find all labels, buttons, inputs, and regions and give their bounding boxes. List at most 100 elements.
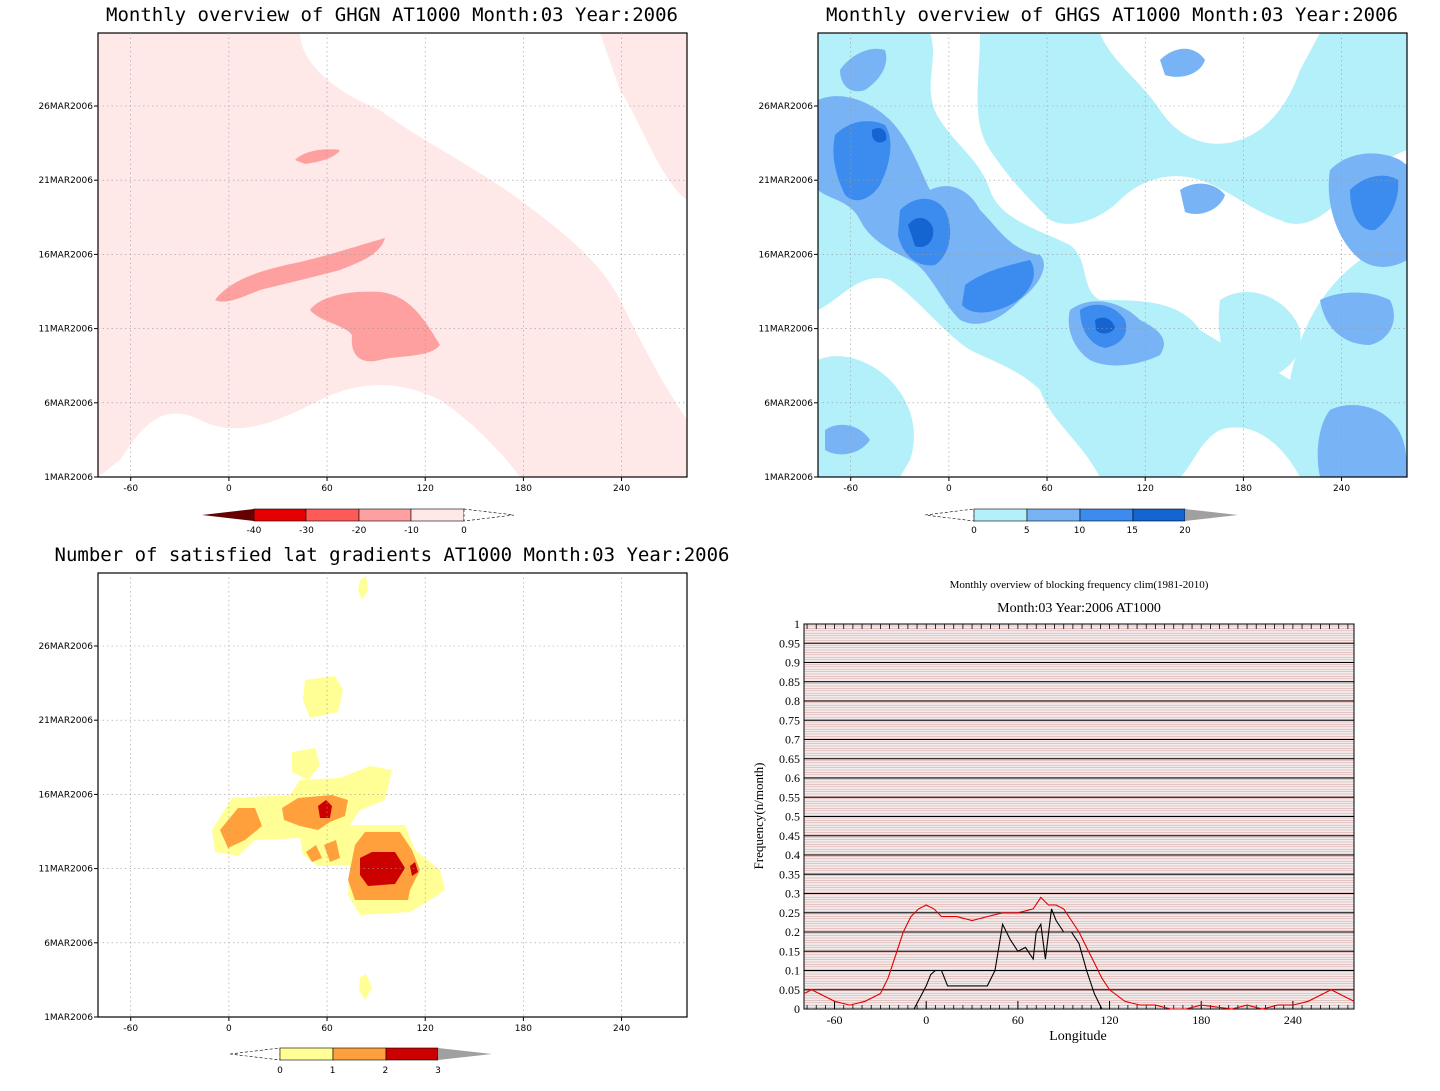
latgrad-level-2 (318, 800, 332, 818)
blocking-series-line-0 (803, 896, 1355, 1010)
ghgn-level-minus20 (215, 238, 385, 302)
blocking-y-tick-label: 0.9 (785, 656, 800, 670)
latgrad-colorbar-label: 0 (277, 1066, 283, 1076)
ghgs-level-15 (908, 217, 934, 248)
blocking-x-tick-label: -60 (827, 1013, 843, 1027)
latgrad-panel: Number of satisfied lat gradients AT1000… (38, 544, 729, 1076)
ghgs-x-tick-label: -60 (843, 484, 858, 494)
ghgn-level-minus10 (98, 33, 687, 477)
latgrad-y-tick-label: 6MAR2006 (44, 939, 93, 949)
latgrad-title: Number of satisfied lat gradients AT1000… (55, 544, 730, 566)
blocking-y-tick-label: 0.4 (785, 848, 800, 862)
blocking-xlabel: Longitude (1049, 1029, 1107, 1044)
blocking-y-tick-label: 0.8 (785, 694, 800, 708)
ghgn-x-tick-label: -60 (123, 484, 138, 494)
ghgs-title: Monthly overview of GHGS AT1000 Month:03… (826, 4, 1398, 26)
ghgn-y-ticks: 1MAR2006 6MAR2006 11MAR2006 16MAR2006 21MAR2… (38, 102, 98, 483)
blocking-y-tick-label: 0.5 (785, 810, 800, 824)
latgrad-y-tick-label: 11MAR2006 (38, 865, 93, 875)
blocking-x-tick-label: 0 (923, 1013, 929, 1027)
blocking-y-ticks: 0 0.05 0.1 0.15 0.2 0.25 0.3 0.35 0.4 0.45 0.5 0.55… (779, 617, 800, 1016)
blocking-y-tick-label: 0.1 (785, 964, 800, 978)
ghgn-y-tick-label: 1MAR2006 (44, 473, 93, 483)
ghgn-colorbar-label: -20 (352, 526, 367, 536)
blocking-y-tick-label: 0.2 (785, 925, 800, 939)
blocking-y-tick-label: 0.85 (779, 675, 800, 689)
ghgn-title: Monthly overview of GHGN AT1000 Month:03… (106, 4, 678, 26)
ghgs-y-tick-label: 1MAR2006 (764, 473, 813, 483)
blocking-y-tick-label: 1 (794, 617, 800, 631)
ghgs-colorbar-label: 5 (1024, 526, 1030, 536)
blocking-x-ticks: -60 0 60 120 180 240 (806, 624, 1349, 1027)
blocking-subtitle: Month:03 Year:2006 AT1000 (997, 601, 1161, 616)
ghgn-colorbar-label: -30 (299, 526, 314, 536)
blocking-x-tick-label: 60 (1012, 1013, 1024, 1027)
blocking-y-tick-label: 0.95 (779, 636, 800, 650)
ghgs-colorbar-label: 10 (1074, 526, 1086, 536)
blocking-y-tick-label: 0.65 (779, 752, 800, 766)
latgrad-x-tick-label: 180 (515, 1024, 532, 1034)
blocking-y-tick-label: 0.05 (779, 983, 800, 997)
latgrad-x-tick-label: 60 (321, 1024, 333, 1034)
blocking-title: Monthly overview of blocking frequency c… (950, 579, 1209, 591)
blocking-panel: Monthly overview of blocking frequency c… (751, 579, 1355, 1044)
blocking-x-tick-label: 180 (1192, 1013, 1210, 1027)
ghgn-colorbar-label: -10 (404, 526, 419, 536)
latgrad-y-tick-label: 16MAR2006 (38, 790, 93, 800)
ghgs-panel: Monthly overview of GHGS AT1000 Month:03… (758, 4, 1408, 536)
ghgs-y-tick-label: 21MAR2006 (758, 176, 813, 186)
ghgs-x-tick-label: 240 (1333, 484, 1350, 494)
ghgn-colorbar: -40 -30 -20 -10 0 (202, 508, 515, 536)
latgrad-y-tick-label: 1MAR2006 (44, 1013, 93, 1023)
latgrad-y-tick-label: 26MAR2006 (38, 642, 93, 652)
latgrad-colorbar-label: 2 (382, 1066, 388, 1076)
latgrad-x-tick-label: 120 (417, 1024, 434, 1034)
latgrad-level-1 (220, 808, 262, 848)
ghgs-x-tick-label: 120 (1137, 484, 1154, 494)
blocking-y-tick-label: 0.75 (779, 713, 800, 727)
ghgn-y-tick-label: 11MAR2006 (38, 325, 93, 335)
ghgn-y-tick-label: 16MAR2006 (38, 250, 93, 260)
blocking-y-tick-label: 0.15 (779, 944, 800, 958)
ghgs-x-tick-label: 180 (1235, 484, 1252, 494)
blocking-y-tick-label: 0.35 (779, 867, 800, 881)
blocking-y-tick-label: 0.55 (779, 790, 800, 804)
ghgs-x-tick-label: 60 (1041, 484, 1053, 494)
blocking-y-tick-label: 0.25 (779, 906, 800, 920)
ghgn-field (98, 33, 687, 477)
ghgn-x-tick-label: 180 (515, 484, 532, 494)
blocking-grid (804, 623, 1354, 1010)
ghgn-x-tick-label: 0 (226, 484, 232, 494)
blocking-x-tick-label: 240 (1284, 1013, 1302, 1027)
latgrad-y-ticks: 1MAR2006 6MAR2006 11MAR2006 16MAR2006 21MAR2… (38, 642, 98, 1023)
ghgn-x-tick-label: 120 (417, 484, 434, 494)
latgrad-field (98, 573, 687, 1017)
ghgn-y-tick-label: 6MAR2006 (44, 399, 93, 409)
blocking-background-lines (804, 625, 1354, 1008)
ghgs-y-tick-label: 11MAR2006 (758, 325, 813, 335)
blocking-series (803, 896, 1355, 1010)
blocking-y-tick-label: 0.45 (779, 829, 800, 843)
blocking-series-line-1 (913, 908, 1125, 1010)
ghgn-panel: Monthly overview of GHGN AT1000 Month:03… (38, 4, 688, 536)
ghgn-colorbar-label: 0 (461, 526, 467, 536)
ghgs-colorbar: 0 5 10 15 20 (924, 508, 1238, 536)
blocking-y-tick-label: 0.7 (785, 733, 800, 747)
ghgs-x-tick-label: 0 (946, 484, 952, 494)
blocking-ylabel: Frequency(n/month) (751, 763, 766, 870)
ghgs-colorbar-label: 20 (1179, 526, 1191, 536)
ghgs-colorbar-label: 15 (1127, 526, 1138, 536)
ghgs-field (818, 33, 1407, 477)
blocking-y-tick-label: 0.6 (785, 771, 800, 785)
latgrad-x-tick-label: 240 (613, 1024, 630, 1034)
latgrad-x-ticks: -60 0 60 120 180 240 (123, 1017, 630, 1034)
blocking-y-tick-label: 0.3 (785, 887, 800, 901)
latgrad-x-tick-label: -60 (123, 1024, 138, 1034)
latgrad-colorbar-label: 1 (330, 1066, 336, 1076)
latgrad-colorbar-label: 3 (435, 1066, 441, 1076)
latgrad-colorbar: 0 1 2 3 (229, 1047, 492, 1076)
ghgs-y-tick-label: 16MAR2006 (758, 250, 813, 260)
ghgs-colorbar-label: 0 (971, 526, 977, 536)
ghgs-x-ticks: -60 0 60 120 180 240 (843, 477, 1350, 494)
